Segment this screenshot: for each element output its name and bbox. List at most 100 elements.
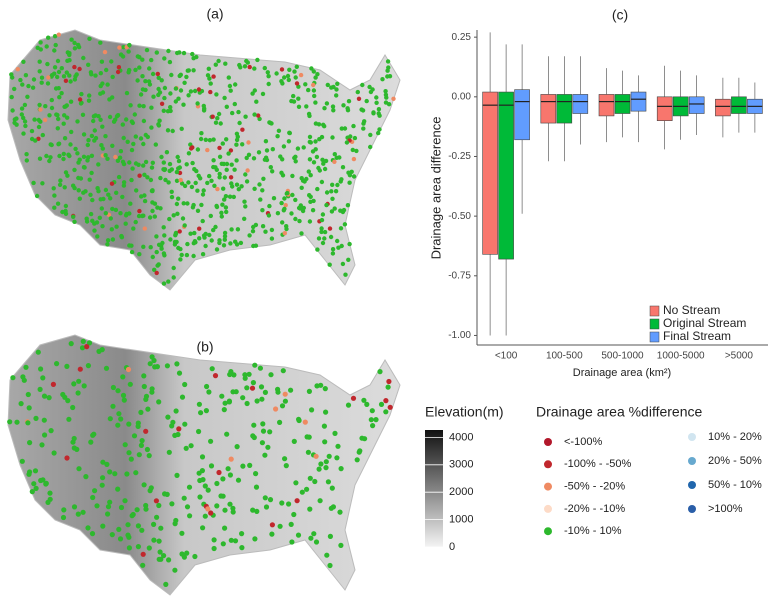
map-point	[218, 121, 223, 126]
map-point	[234, 242, 240, 247]
map-point	[109, 532, 115, 538]
map-point	[237, 120, 242, 126]
map-point	[159, 78, 164, 83]
map-point	[64, 363, 70, 369]
map-point	[89, 133, 95, 139]
map-point	[85, 158, 90, 163]
map-point	[282, 196, 287, 201]
map-point	[33, 415, 39, 421]
box	[630, 91, 647, 112]
map-point	[142, 198, 148, 204]
map-point	[129, 147, 135, 153]
map-point	[293, 216, 298, 222]
map-point	[270, 147, 275, 152]
map-point	[57, 95, 62, 100]
map-point	[118, 416, 124, 422]
map-point	[92, 228, 97, 233]
map-point	[131, 141, 136, 147]
legend-swatch	[649, 305, 660, 317]
map-point	[211, 137, 216, 142]
map-point	[247, 462, 253, 468]
map-point	[336, 245, 341, 250]
map-point	[317, 498, 323, 504]
map-point	[103, 365, 110, 371]
map-point	[326, 453, 332, 459]
map-point	[387, 404, 393, 410]
map-point	[148, 485, 154, 491]
map-point	[102, 49, 108, 55]
map-point	[15, 67, 20, 72]
map-point	[82, 165, 87, 170]
map-point	[198, 410, 204, 416]
map-point	[162, 56, 167, 61]
map-point	[217, 145, 222, 151]
map-point	[313, 75, 318, 80]
map-point	[131, 433, 138, 439]
map-point	[72, 46, 78, 51]
map-point	[204, 383, 210, 390]
map-point	[175, 50, 180, 56]
legend-dot	[688, 457, 696, 465]
map-point	[44, 153, 49, 159]
map-point	[114, 190, 119, 195]
map-point	[330, 251, 336, 256]
map-point	[352, 135, 358, 141]
map-point	[331, 108, 336, 113]
map-point	[79, 91, 84, 97]
map-point	[179, 252, 184, 258]
map-point	[115, 388, 121, 394]
map-point	[70, 404, 76, 411]
map-point	[383, 398, 389, 404]
map-point	[163, 581, 169, 587]
map-point	[232, 167, 237, 172]
map-point	[338, 226, 344, 231]
map-point	[61, 74, 67, 79]
map-point	[60, 514, 67, 521]
map-point	[55, 58, 61, 64]
map-point	[7, 419, 13, 425]
map-point	[162, 167, 168, 172]
map-point	[56, 142, 61, 147]
map-point	[283, 203, 288, 208]
map-point	[230, 110, 235, 116]
map-point	[186, 68, 191, 73]
map-point	[232, 538, 239, 544]
map-point	[346, 99, 352, 104]
map-point	[141, 373, 147, 379]
map-point	[174, 201, 180, 207]
map-point	[226, 75, 231, 80]
map-point	[96, 162, 101, 167]
box	[498, 91, 514, 260]
map-point	[81, 383, 87, 389]
map-point	[52, 193, 57, 198]
map-point	[255, 57, 260, 63]
map-point	[81, 132, 87, 137]
map-point	[377, 369, 383, 375]
map-point	[126, 545, 132, 551]
map-point	[91, 118, 96, 124]
map-point	[135, 523, 141, 529]
map-point	[383, 100, 389, 105]
map-point	[107, 416, 113, 422]
map-point	[269, 522, 275, 528]
map-point	[69, 129, 74, 135]
map-point	[323, 459, 329, 465]
map-point	[156, 123, 162, 128]
map-point	[88, 192, 93, 197]
map-point	[145, 406, 151, 412]
map-point	[328, 234, 334, 240]
map-point	[67, 73, 72, 78]
map-point	[152, 364, 158, 370]
map-point	[260, 91, 266, 97]
map-point	[100, 459, 106, 465]
map-point	[335, 81, 340, 87]
map-point	[85, 363, 91, 369]
map-point	[377, 127, 382, 132]
map-point	[14, 419, 20, 425]
map-point	[334, 87, 339, 92]
map-point	[206, 66, 211, 72]
map-point	[234, 131, 240, 136]
map-point	[115, 422, 121, 428]
map-point	[156, 86, 161, 92]
map-point	[305, 449, 311, 455]
